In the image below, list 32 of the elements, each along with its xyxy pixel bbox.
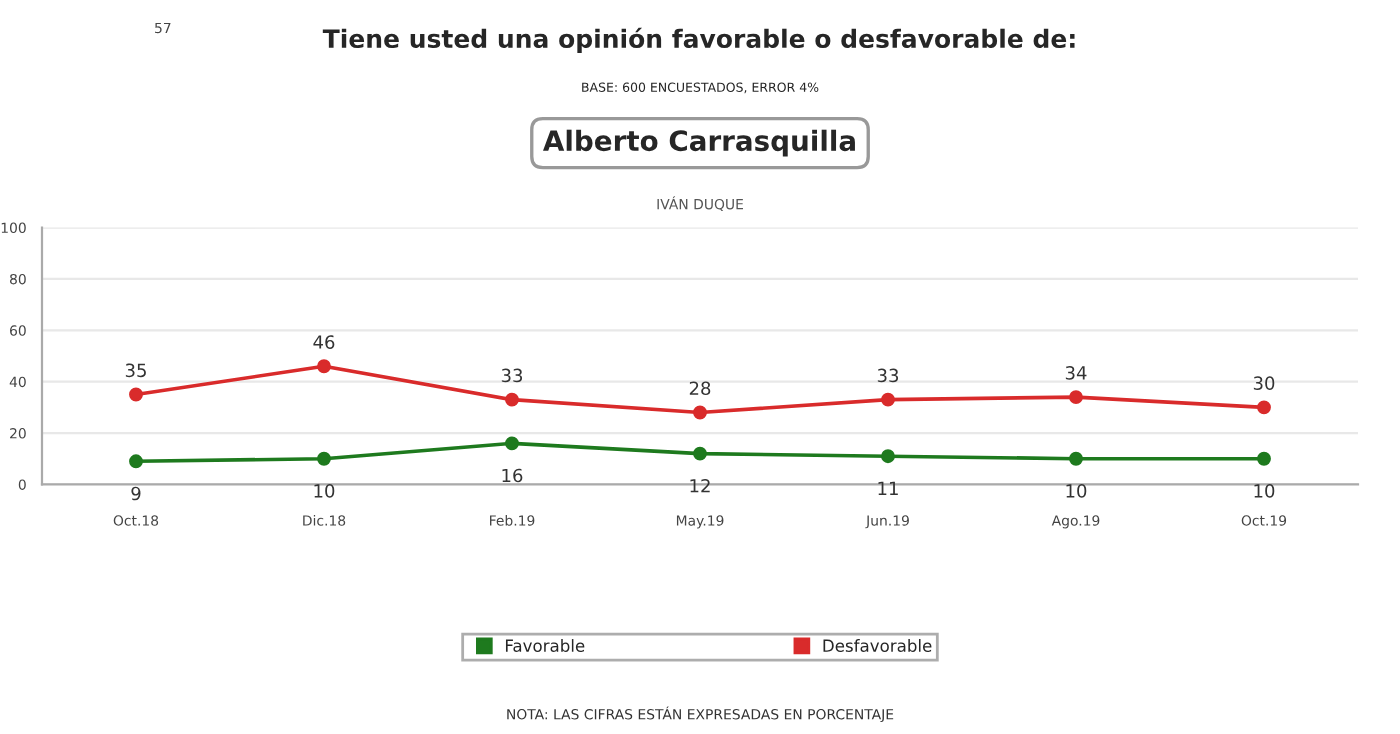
point	[1257, 451, 1271, 466]
legend-label: Desfavorable	[823, 639, 932, 652]
data-label: 16	[502, 468, 523, 483]
data-label: 10	[1254, 484, 1275, 498]
data-label: 10	[314, 484, 335, 498]
point	[1069, 390, 1083, 405]
data-label: 10	[1066, 484, 1087, 498]
chart-title: Tiene usted una opinión favorable o desfavorable de:	[322, 27, 1075, 53]
point	[317, 451, 331, 466]
point	[1257, 400, 1271, 415]
point	[505, 392, 519, 407]
data-label: 30	[1253, 376, 1275, 390]
data-label: 11	[878, 481, 898, 495]
legend-label: Favorable	[505, 639, 585, 652]
data-label: 28	[689, 381, 711, 396]
point	[129, 454, 143, 469]
data-label: 12	[690, 478, 710, 493]
data-label: 33	[877, 368, 899, 383]
point	[693, 446, 707, 461]
data-label: 35	[125, 363, 146, 378]
data-label: 34	[1065, 366, 1087, 380]
point	[881, 392, 895, 407]
text: Alberto Carrasquilla	[543, 129, 855, 157]
point	[693, 405, 707, 420]
point	[129, 387, 143, 402]
data-label: 46	[313, 335, 335, 349]
point	[317, 359, 331, 374]
point	[1069, 451, 1083, 466]
data-label: 33	[501, 368, 523, 383]
point	[881, 449, 895, 464]
data-label: 9	[131, 486, 141, 501]
point	[505, 436, 519, 451]
